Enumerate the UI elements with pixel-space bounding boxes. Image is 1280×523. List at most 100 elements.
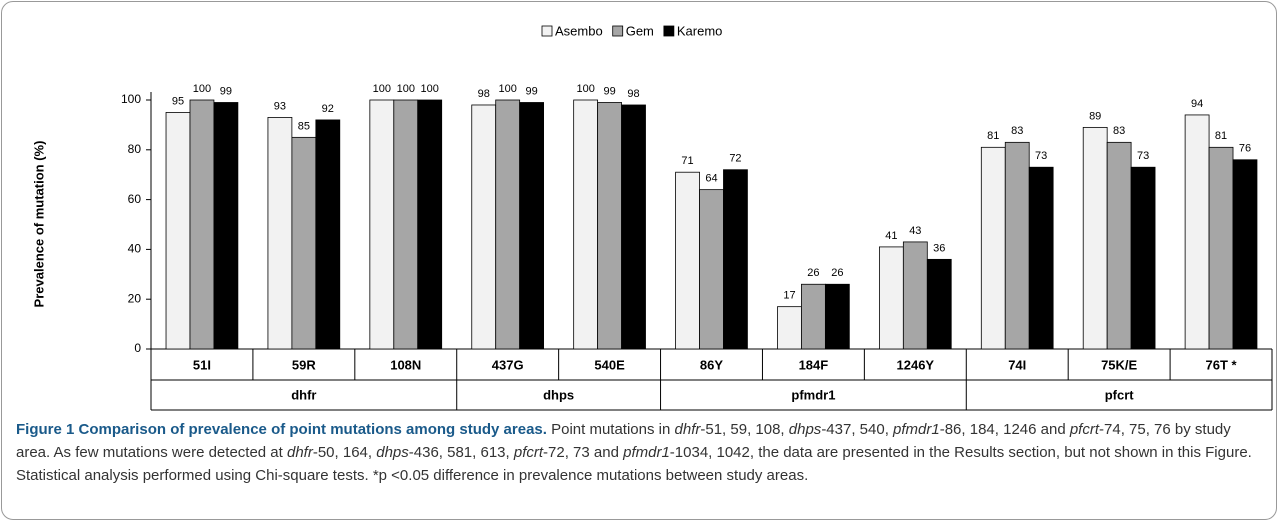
bar: [189, 99, 215, 350]
value-label: 100: [576, 83, 594, 95]
value-label: 95: [172, 95, 184, 107]
legend-label: Gem: [626, 23, 654, 38]
x-tick-label: 184F: [799, 357, 829, 372]
y-tick-label: 0: [134, 341, 141, 355]
value-label: 85: [298, 120, 310, 132]
value-label: 81: [1215, 130, 1227, 142]
caption-text: pfmdr1: [623, 444, 670, 461]
group-label: dhps: [543, 387, 574, 402]
x-tick-label: 76T *: [1206, 357, 1238, 372]
value-label: 26: [831, 267, 843, 279]
bar: [878, 246, 904, 350]
caption-text: -1034, 1042, the data are presented in t…: [16, 444, 1252, 484]
bar: [1028, 166, 1054, 350]
bar: [675, 171, 700, 350]
bar: [902, 241, 928, 350]
group-label: dhfr: [291, 387, 316, 402]
x-tick-label: 1246Y: [897, 357, 935, 372]
value-label: 73: [1035, 150, 1047, 162]
x-tick-label: 86Y: [700, 357, 723, 372]
legend-swatch: [541, 25, 553, 37]
value-label: 100: [193, 83, 211, 95]
bar: [926, 258, 952, 350]
caption: Figure 1 Comparison of prevalence of poi…: [16, 418, 1266, 487]
bar: [573, 99, 599, 350]
y-tick-label: 20: [128, 291, 142, 305]
caption-text: dhps: [788, 421, 822, 438]
caption-text: -50, 164,: [312, 444, 377, 461]
bar: [495, 99, 521, 350]
value-label: 94: [1191, 98, 1203, 110]
caption-text: Figure 1 Comparison of prevalence of poi…: [16, 421, 547, 438]
bar: [1106, 141, 1132, 350]
value-label: 100: [421, 83, 439, 95]
value-label: 41: [885, 230, 897, 242]
value-label: 83: [1011, 125, 1023, 137]
bar: [621, 104, 646, 350]
caption-text: dhps: [376, 444, 409, 461]
x-tick-label: 437G: [492, 357, 524, 372]
y-tick-label: 100: [121, 92, 141, 106]
legend-label: Asembo: [555, 23, 603, 38]
value-label: 99: [526, 85, 538, 97]
value-label: 100: [373, 83, 391, 95]
bar: [1208, 146, 1234, 350]
x-tick-label: 74I: [1008, 357, 1026, 372]
y-tick-label: 80: [128, 142, 142, 156]
y-axis-label: Prevalence of mutation (%): [31, 141, 46, 308]
bar: [519, 102, 545, 350]
bar: [291, 136, 317, 350]
value-label: 92: [322, 103, 334, 115]
legend-swatch: [663, 25, 675, 37]
value-label: 93: [274, 100, 286, 112]
bar: [1232, 159, 1258, 350]
y-tick-label: 40: [128, 242, 142, 256]
bar: [980, 146, 1006, 350]
bar: [267, 117, 293, 350]
value-label: 64: [705, 173, 717, 185]
value-label: 89: [1089, 110, 1101, 122]
value-label: 72: [729, 153, 741, 165]
bar: [213, 102, 239, 350]
caption-text: Point mutations in: [546, 421, 675, 438]
value-label: 36: [933, 242, 945, 254]
bar: [315, 119, 341, 350]
caption-text: -437, 540,: [821, 421, 894, 438]
value-label: 43: [909, 225, 921, 237]
caption-text: dhfr: [286, 444, 313, 461]
caption-text: -74, 75, 76 by study area. As few mutati…: [16, 421, 1231, 461]
bar: [393, 99, 419, 350]
chart: Prevalence of mutation (%) 0 20 40 60 80 100 5…: [31, 23, 1273, 411]
value-label: 73: [1137, 150, 1149, 162]
legend-label: Karemo: [677, 23, 723, 38]
value-label: 100: [397, 83, 415, 95]
caption-text: pfcrt: [513, 444, 544, 461]
caption-text: -86, 184, 1246 and: [939, 421, 1070, 438]
value-label: 81: [987, 130, 999, 142]
x-tick-label: 540E: [594, 357, 625, 372]
value-label: 76: [1239, 143, 1251, 155]
bar: [1082, 126, 1108, 350]
bar: [471, 104, 497, 350]
x-tick-label: 59R: [292, 357, 316, 372]
x-tick-label: 108N: [390, 357, 421, 372]
bar: [723, 169, 748, 350]
bar: [1004, 141, 1030, 350]
value-label: 99: [603, 85, 615, 97]
bar: [801, 283, 826, 350]
caption-text: -72, 73 and: [543, 444, 624, 461]
bar: [699, 189, 724, 350]
caption-text: pfmdr1: [893, 421, 940, 438]
bar: [1184, 114, 1210, 350]
legend-swatch: [612, 25, 624, 37]
caption-text: -436, 581, 613,: [408, 444, 514, 461]
bar: [1130, 166, 1156, 350]
caption-text: dhfr: [674, 421, 701, 438]
value-label: 100: [499, 83, 517, 95]
value-label: 99: [220, 85, 232, 97]
x-tick-label: 51I: [193, 357, 211, 372]
group-label: pfcrt: [1105, 387, 1135, 402]
x-tick-label: 75K/E: [1101, 357, 1137, 372]
bar: [417, 99, 443, 350]
